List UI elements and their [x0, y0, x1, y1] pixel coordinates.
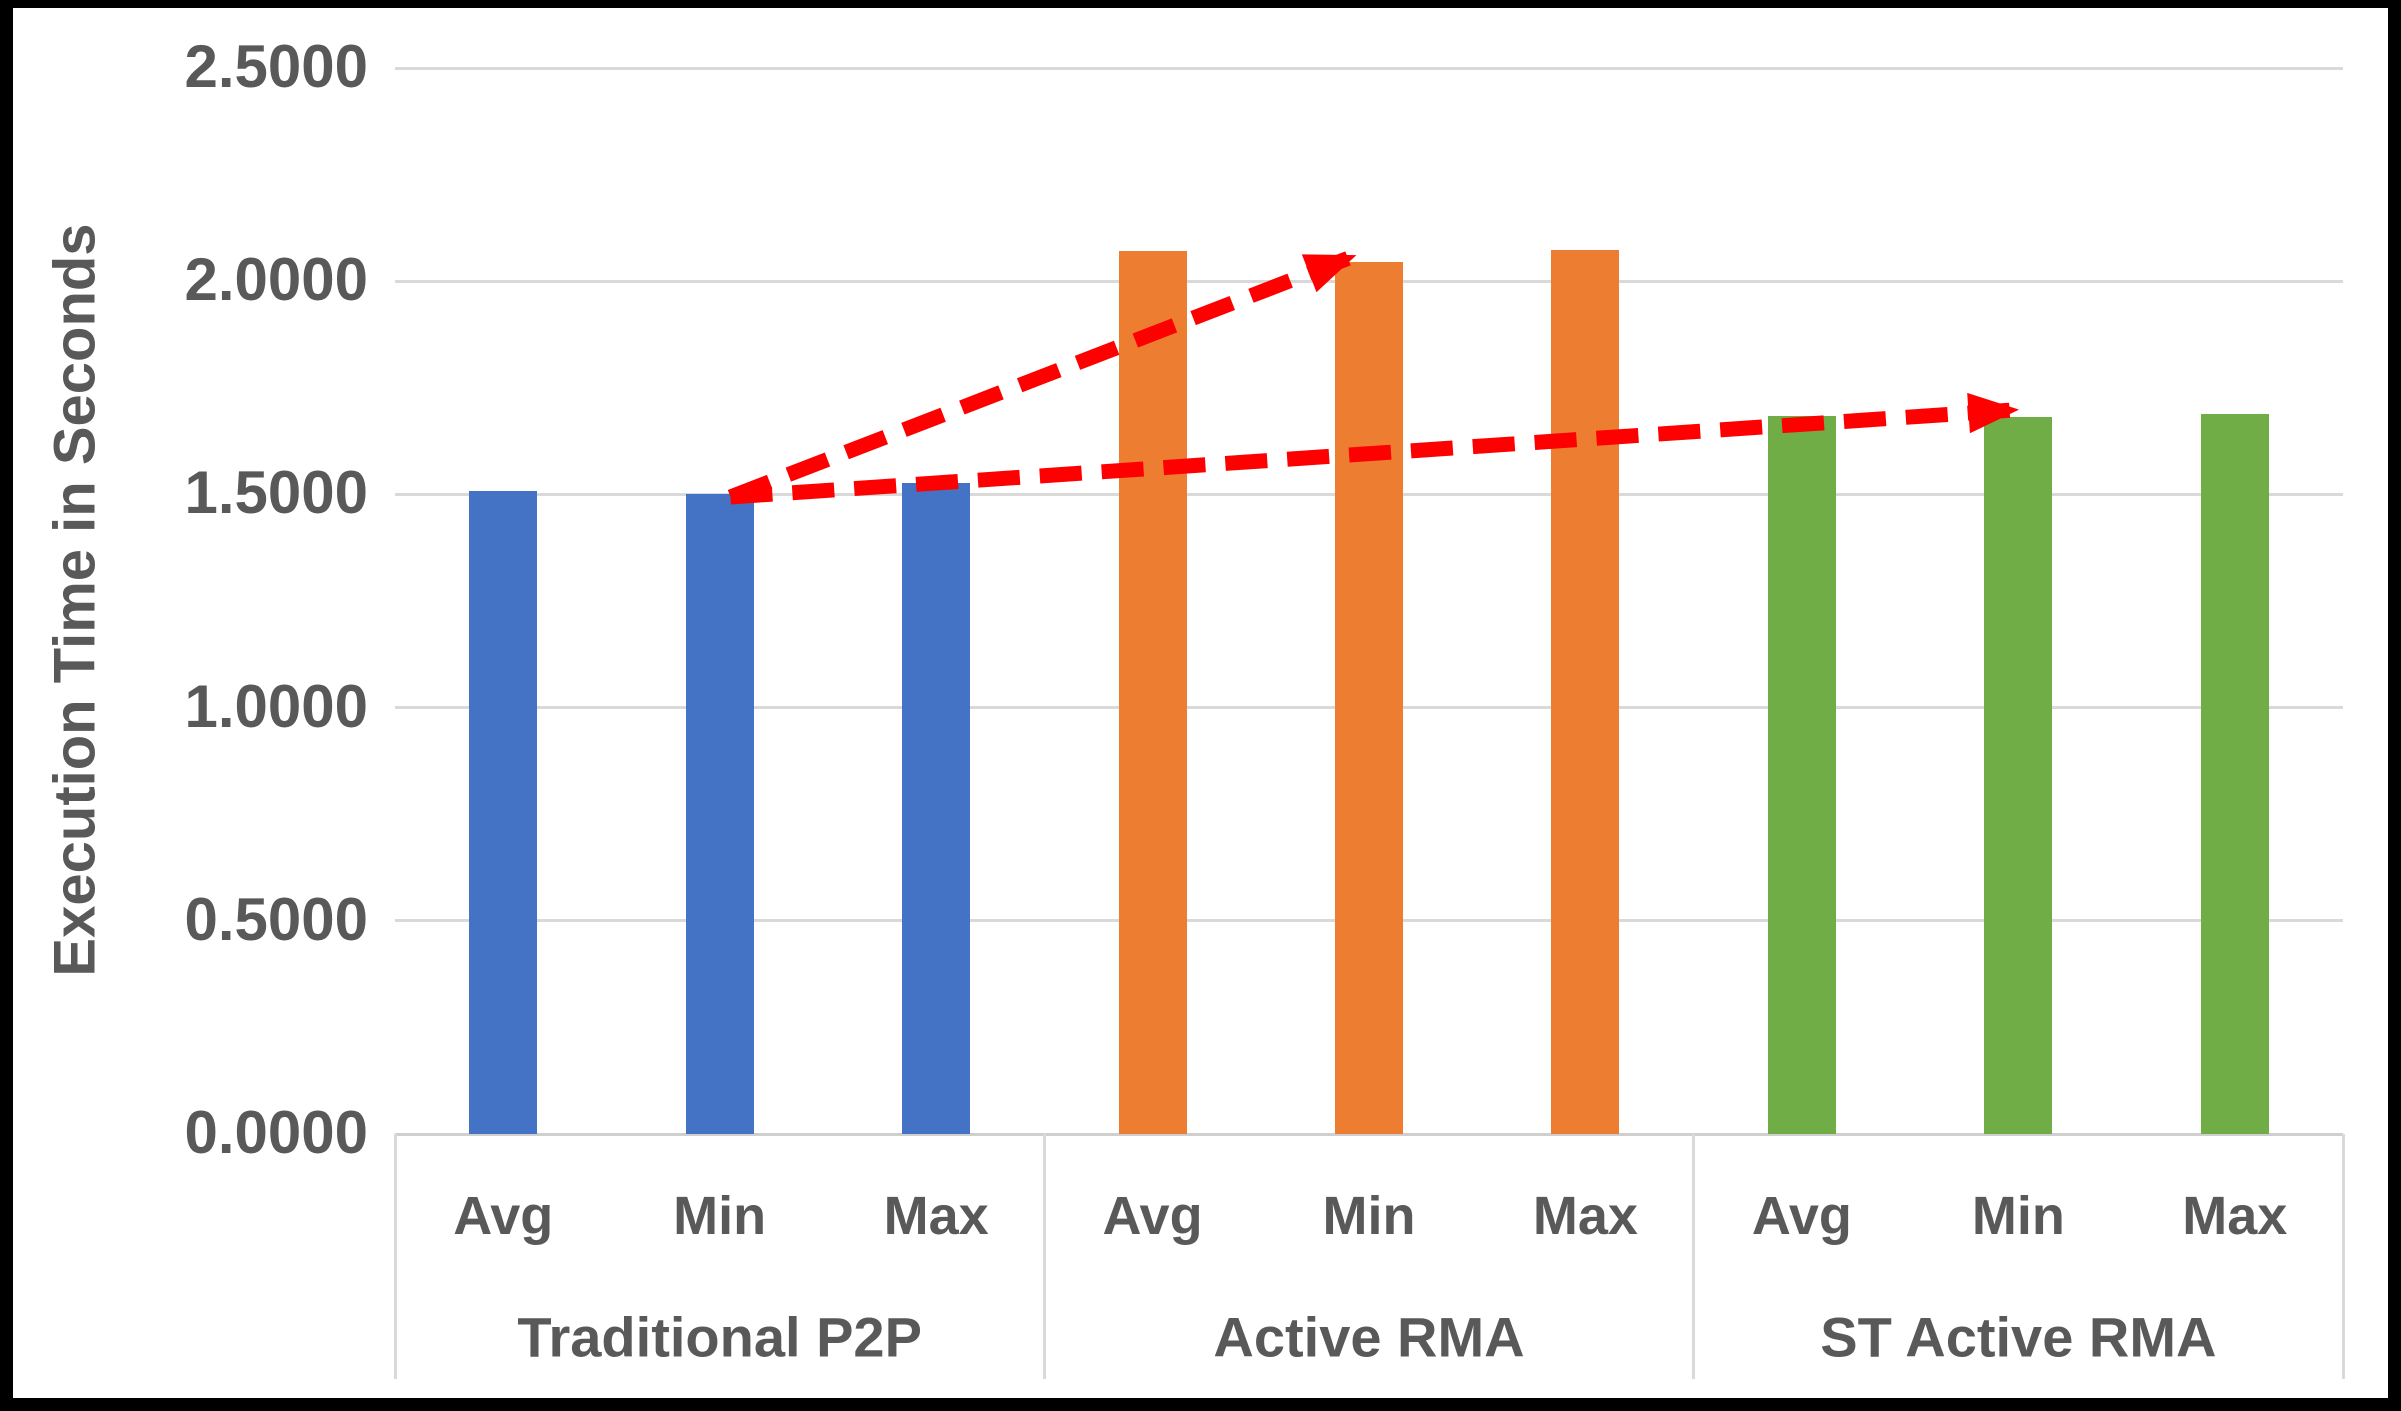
x-sub-label-active-rma-max: Max — [1532, 1186, 1638, 1246]
x-group-label-active-rma: Active RMA — [1213, 1305, 1525, 1369]
category-separator — [1042, 1134, 1046, 1379]
plot-canvas: Execution Time in Seconds 0.0000 0.5000 1.… — [13, 8, 2388, 1398]
bar-active-rma-max — [1551, 250, 1620, 1134]
category-separator — [393, 1134, 397, 1379]
x-group-label-traditional-p2p: Traditional P2P — [517, 1305, 922, 1369]
x-sub-label-traditional-p2p-avg: Avg — [453, 1186, 554, 1246]
y-tick-label: 2.5000 — [184, 33, 368, 101]
gridline — [395, 66, 2343, 70]
category-separator — [2341, 1134, 2345, 1379]
x-sub-label-st-active-rma-avg: Avg — [1751, 1186, 1852, 1246]
x-sub-label-active-rma-avg: Avg — [1102, 1186, 1203, 1246]
bar-st-active-rma-avg — [1767, 415, 1836, 1134]
y-tick-label: 0.5000 — [184, 885, 368, 953]
y-tick-label: 1.0000 — [184, 672, 368, 740]
y-tick-label: 1.5000 — [184, 459, 368, 527]
trend-arrow-1 — [727, 249, 1357, 504]
bar-traditional-p2p-max — [902, 482, 971, 1134]
y-tick-label: 2.0000 — [184, 246, 368, 314]
x-sub-label-active-rma-min: Min — [1322, 1186, 1416, 1246]
category-separator — [1692, 1134, 1696, 1379]
bar-active-rma-avg — [1118, 250, 1187, 1134]
x-axis-line — [395, 1132, 2343, 1136]
x-group-label-st-active-rma: ST Active RMA — [1820, 1305, 2217, 1369]
x-sub-label-traditional-p2p-max: Max — [883, 1186, 989, 1246]
y-axis-title: Execution Time in Seconds — [42, 223, 108, 977]
x-sub-label-st-active-rma-min: Min — [1971, 1186, 2065, 1246]
bar-st-active-rma-min — [1984, 416, 2053, 1134]
bar-active-rma-min — [1335, 262, 1403, 1134]
x-sub-label-st-active-rma-max: Max — [2182, 1186, 2288, 1246]
bar-traditional-p2p-avg — [469, 490, 538, 1134]
x-sub-label-traditional-p2p-min: Min — [673, 1186, 767, 1246]
bar-traditional-p2p-min — [685, 494, 754, 1134]
bar-st-active-rma-max — [2200, 413, 2269, 1134]
y-tick-label: 0.0000 — [184, 1099, 368, 1167]
